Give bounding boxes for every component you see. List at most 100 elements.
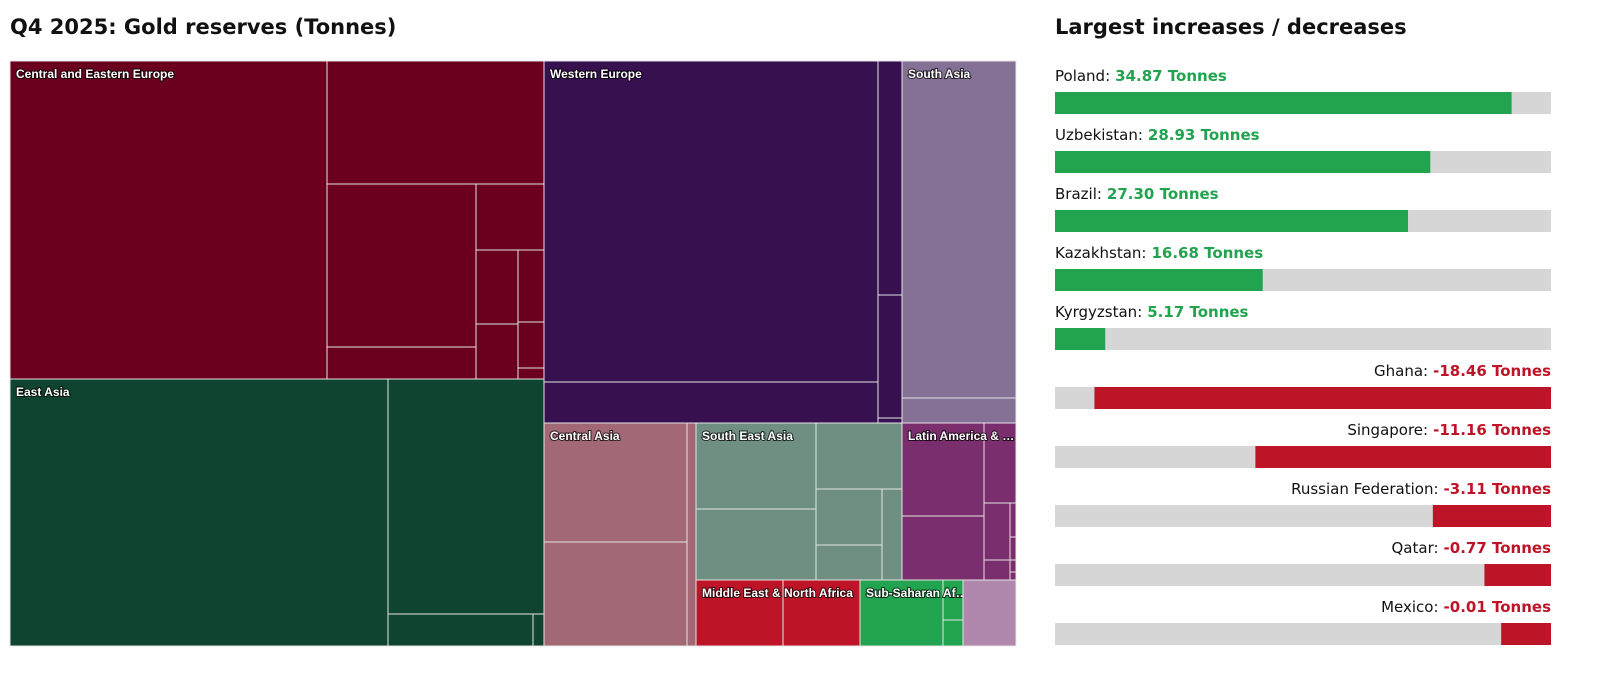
treemap-cell	[9, 378, 389, 647]
region-label: East Asia	[16, 385, 70, 399]
bar	[1432, 505, 1551, 527]
change-value: 27.30 Tonnes	[1107, 185, 1219, 203]
treemap-cell	[815, 544, 883, 581]
change-value: -0.01 Tonnes	[1444, 598, 1552, 616]
change-value: -0.77 Tonnes	[1444, 539, 1552, 557]
treemap-cell	[1009, 559, 1017, 573]
country-name: Russian Federation:	[1291, 480, 1438, 498]
treemap-cell	[326, 346, 477, 380]
change-value: 5.17 Tonnes	[1147, 303, 1248, 321]
country-name: Uzbekistan:	[1055, 126, 1143, 144]
bar	[1484, 564, 1551, 586]
change-label: Brazil: 27.30 Tonnes	[1055, 185, 1219, 203]
treemap-cell	[543, 422, 688, 543]
treemap-region: Sub-Saharan Af…	[859, 579, 969, 647]
treemap-region: Western Europe	[543, 60, 903, 424]
treemap-cell	[543, 541, 688, 647]
treemap-cell	[326, 60, 545, 185]
treemap-cell	[1009, 536, 1017, 561]
treemap-cell	[901, 397, 1017, 424]
bar	[1055, 328, 1106, 350]
region-label: Central and Eastern Europe	[16, 67, 174, 81]
bar	[1055, 151, 1431, 173]
change-value: 34.87 Tonnes	[1115, 67, 1227, 85]
treemap-region	[962, 579, 1017, 647]
country-name: Poland:	[1055, 67, 1110, 85]
bar	[1094, 387, 1551, 409]
bar-track	[1055, 328, 1551, 350]
treemap-region: South Asia	[901, 60, 1017, 424]
treemap-cell	[517, 321, 545, 369]
treemap-region: South East Asia	[695, 422, 903, 581]
treemap-cell	[815, 422, 903, 490]
treemap-cell	[983, 502, 1011, 561]
bar-track	[1055, 623, 1551, 645]
treemap-cell	[877, 60, 903, 296]
bar-track	[1055, 505, 1551, 527]
change-label: Poland: 34.87 Tonnes	[1055, 67, 1227, 85]
country-name: Ghana:	[1374, 362, 1428, 380]
change-value: -3.11 Tonnes	[1444, 480, 1552, 498]
treemap-cell	[1009, 571, 1017, 581]
country-name: Kazakhstan:	[1055, 244, 1146, 262]
change-value: 28.93 Tonnes	[1148, 126, 1260, 144]
country-name: Kyrgyzstan:	[1055, 303, 1142, 321]
treemap-cell	[859, 579, 944, 647]
treemap-cell	[387, 378, 545, 615]
treemap-cell	[543, 60, 879, 383]
treemap-cell	[815, 488, 883, 546]
region-label: Middle East & North Africa	[702, 586, 853, 600]
country-name: Singapore:	[1347, 421, 1428, 439]
change-label: Kyrgyzstan: 5.17 Tonnes	[1055, 303, 1249, 321]
treemap-cell	[9, 60, 328, 380]
bar	[1055, 210, 1409, 232]
change-label: Kazakhstan: 16.68 Tonnes	[1055, 244, 1263, 262]
bar	[1055, 92, 1512, 114]
treemap-cell	[326, 183, 477, 348]
region-label: Central Asia	[550, 429, 620, 443]
change-label: Qatar: -0.77 Tonnes	[1392, 539, 1552, 557]
change-value: -11.16 Tonnes	[1433, 421, 1551, 439]
bar	[1501, 623, 1551, 645]
treemap-cell	[962, 579, 1017, 647]
treemap-cell	[901, 60, 1017, 399]
treemap-cell	[695, 508, 817, 581]
country-name: Mexico:	[1381, 598, 1438, 616]
treemap-cell	[881, 488, 903, 581]
region-label: Sub-Saharan Af…	[866, 586, 968, 600]
change-label: Russian Federation: -3.11 Tonnes	[1291, 480, 1551, 498]
change-value: -18.46 Tonnes	[1433, 362, 1551, 380]
region-label: Latin America & …	[908, 429, 1014, 443]
treemap-cell	[1009, 502, 1017, 538]
treemap-cell	[475, 249, 519, 325]
region-label: Western Europe	[550, 67, 642, 81]
region-label: South East Asia	[702, 429, 793, 443]
treemap-cell	[517, 367, 545, 380]
treemap-region: Central and Eastern Europe	[9, 60, 545, 380]
treemap-cell	[983, 422, 1017, 504]
change-label: Uzbekistan: 28.93 Tonnes	[1055, 126, 1260, 144]
change-label: Mexico: -0.01 Tonnes	[1381, 598, 1551, 616]
treemap-cell	[543, 381, 879, 424]
country-name: Brazil:	[1055, 185, 1102, 203]
treemap-cell	[387, 613, 534, 647]
treemap-cell	[532, 613, 545, 647]
treemap-cell	[695, 579, 784, 647]
bar-track	[1055, 564, 1551, 586]
treemap-cell	[517, 249, 545, 323]
treemap-cell	[475, 183, 545, 251]
treemap-cell	[942, 619, 964, 647]
bar	[1255, 446, 1551, 468]
treemap-cell	[901, 515, 985, 581]
treemap-region: Latin America & …	[901, 422, 1017, 581]
region-label: South Asia	[908, 67, 971, 81]
bar	[1055, 269, 1263, 291]
change-value: 16.68 Tonnes	[1151, 244, 1263, 262]
treemap-cell	[695, 422, 817, 510]
treemap-region: Central Asia	[543, 422, 697, 647]
treemap-region: Middle East & North Africa	[695, 579, 861, 647]
change-label: Ghana: -18.46 Tonnes	[1374, 362, 1551, 380]
treemap-cell	[686, 422, 697, 647]
treemap-title: Q4 2025: Gold reserves (Tonnes)	[10, 15, 396, 39]
